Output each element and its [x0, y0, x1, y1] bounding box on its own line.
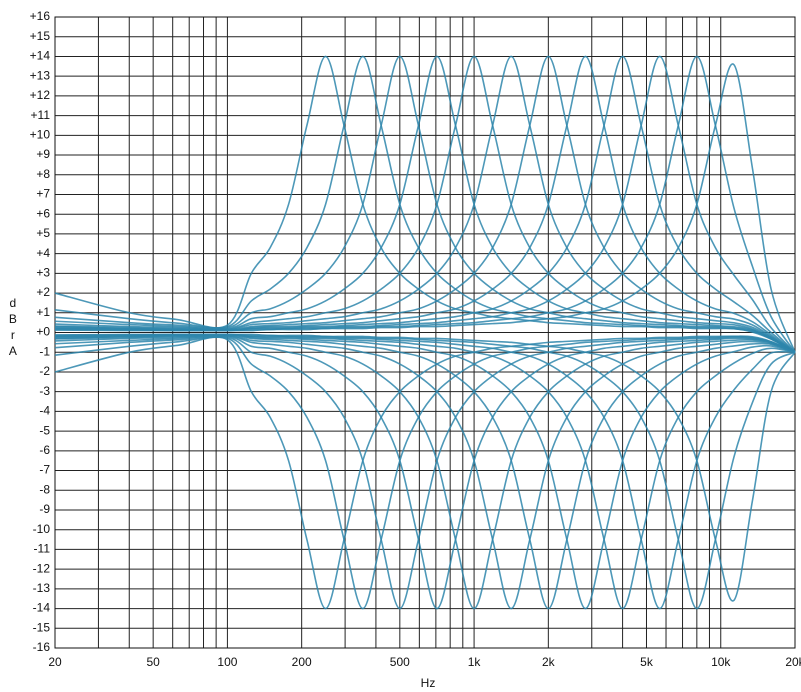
response-curve: [54, 334, 796, 610]
response-curve: [54, 333, 796, 610]
response-curve: [54, 334, 796, 610]
y-tick-label: -9: [39, 502, 50, 516]
response-curve: [54, 55, 796, 353]
y-tick-label: +2: [36, 285, 50, 299]
response-curve: [54, 335, 796, 610]
y-tick-label: -6: [39, 443, 50, 457]
x-tick-label: 100: [217, 655, 237, 669]
response-curve: [54, 333, 796, 602]
y-tick-label: +4: [36, 246, 50, 260]
x-tick-label: 10k: [711, 655, 731, 669]
y-tick-label: -15: [33, 620, 51, 634]
y-tick-label: -14: [33, 601, 51, 615]
y-tick-label: +7: [36, 187, 50, 201]
y-tick-label: -4: [39, 404, 50, 418]
y-tick-label: +14: [30, 49, 51, 63]
y-tick-label: +0: [36, 325, 50, 339]
response-curve: [54, 333, 796, 610]
plot-frame: [54, 16, 796, 649]
y-tick-label: -10: [33, 522, 51, 536]
y-tick-label: +12: [30, 88, 51, 102]
y-tick-label: +15: [30, 29, 51, 43]
x-tick-label: 500: [390, 655, 410, 669]
x-tick-label: 20: [48, 655, 62, 669]
y-tick-label: -13: [33, 581, 51, 595]
x-axis-label: Hz: [421, 676, 436, 690]
response-curve: [54, 336, 796, 610]
response-curve: [54, 55, 796, 353]
y-tick-label: -3: [39, 384, 50, 398]
y-tick-label: -12: [33, 561, 51, 575]
y-tick-label: -1: [39, 344, 50, 358]
x-tick-label: 2k: [542, 655, 556, 669]
y-tick-label: +13: [30, 68, 51, 82]
y-tick-label: +10: [30, 127, 51, 141]
x-tick-label: 5k: [640, 655, 654, 669]
response-curve: [54, 55, 796, 353]
y-tick-label: +8: [36, 167, 50, 181]
y-tick-label: +9: [36, 147, 50, 161]
response-curve: [54, 55, 796, 353]
y-tick-label: -5: [39, 423, 50, 437]
y-tick-label: -2: [39, 364, 50, 378]
y-tick-label: -11: [34, 542, 51, 556]
x-tick-label: 20k: [785, 655, 801, 669]
response-curve: [54, 335, 796, 610]
response-curve: [54, 55, 796, 353]
y-tick-label: -7: [39, 463, 50, 477]
response-curve: [54, 55, 796, 353]
y-tick-label: +16: [30, 9, 51, 23]
y-tick-label: +6: [36, 206, 50, 220]
y-tick-label: +1: [36, 305, 50, 319]
y-tick-label: -16: [33, 640, 51, 654]
y-axis-label: dBrA: [6, 296, 20, 360]
y-tick-label: -8: [39, 482, 50, 496]
y-tick-label: +3: [36, 266, 50, 280]
x-tick-label: 1k: [468, 655, 482, 669]
response-curve: [54, 55, 796, 353]
response-curve: [54, 55, 796, 353]
x-tick-label: 50: [146, 655, 160, 669]
response-curve: [54, 63, 796, 353]
x-tick-label: 200: [292, 655, 312, 669]
y-tick-label: +5: [36, 226, 50, 240]
response-curve: [54, 55, 796, 353]
response-curve: [54, 333, 796, 610]
y-tick-label: +11: [31, 108, 51, 122]
